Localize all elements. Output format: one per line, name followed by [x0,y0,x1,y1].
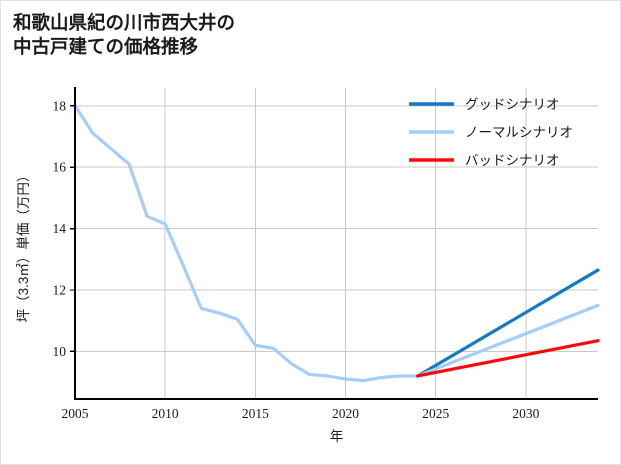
series-line-バッドシナリオ [416,339,600,378]
x-tick-label: 2015 [242,406,269,421]
y-tick-label: 14 [53,221,67,236]
y-tick-label: 12 [53,283,67,298]
series-lines [73,104,600,383]
y-tick-label: 16 [53,160,67,175]
series-line-実績 [73,104,420,383]
legend-label-0: グッドシナリオ [465,97,560,112]
x-tick-label: 2020 [332,406,359,421]
x-tick-label: 2030 [512,406,539,421]
y-tick-label: 18 [53,98,67,113]
series-line-ノーマルシナリオ [416,303,600,378]
legend-label-2: バッドシナリオ [465,153,560,168]
y-axis-title: 坪（3.3㎡）単価（万円） [16,169,31,323]
x-tick-label: 2005 [62,406,89,421]
x-axis-title: 年 [330,429,344,444]
chart-title: 和歌山県紀の川市西大井の 中古戸建ての価格推移 [13,12,236,58]
x-tick-label: 2025 [422,406,449,421]
axis-tick-labels: 10 12 14 16 18 2005 2010 2015 2020 2025 2030 [53,98,540,421]
x-tick-label: 2010 [152,406,179,421]
axes [70,87,598,401]
series-line-グッドシナリオ [416,268,600,378]
gridlines [74,88,598,399]
y-tick-label: 10 [53,344,67,359]
legend-label-1: ノーマルシナリオ [465,125,573,140]
axis-titles: 年 坪（3.3㎡）単価（万円） [16,169,343,444]
